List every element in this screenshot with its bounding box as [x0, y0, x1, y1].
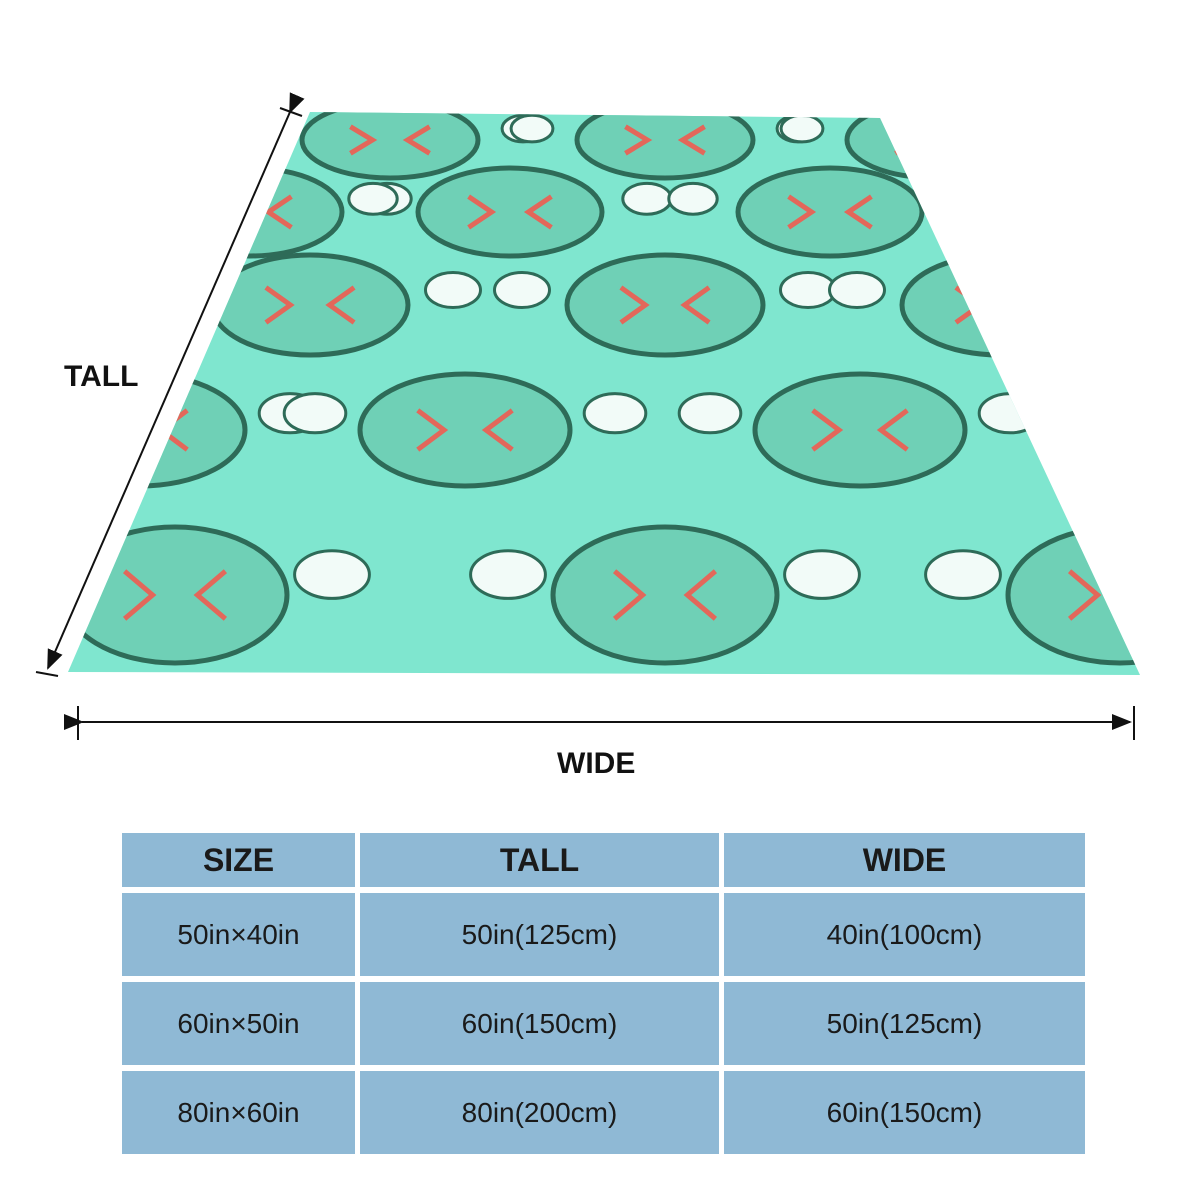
slime-eye — [1067, 569, 1102, 621]
table-cell: SIZE — [122, 833, 355, 887]
arrow-cap — [279, 107, 303, 117]
slime — [155, 165, 345, 259]
size-table: SIZE TALL WIDE 50in×40in 50in(125cm) 40in(100… — [122, 833, 1085, 1160]
slime-eye — [91, 408, 124, 452]
slime-wing — [779, 271, 837, 309]
slime-wing — [424, 271, 482, 309]
slime — [357, 371, 573, 489]
slime — [574, 112, 756, 181]
table-row: 60in×50in 60in(150cm) 50in(125cm) — [122, 982, 1085, 1065]
slime-wing — [677, 392, 743, 435]
slime-wing — [347, 181, 399, 216]
slime — [299, 112, 481, 181]
slime-eye — [677, 124, 706, 156]
slime-eye — [843, 194, 873, 230]
slime-wing — [941, 181, 993, 216]
table-row: SIZE TALL WIDE — [122, 833, 1085, 887]
slime-eye — [402, 124, 431, 156]
slime-wing — [234, 113, 280, 144]
slime — [550, 524, 780, 666]
slime-eye — [619, 285, 650, 325]
table-cell: 50in×40in — [122, 893, 355, 976]
slime-wing — [977, 392, 1043, 435]
slime-eye — [876, 408, 909, 452]
table-cell: 80in(200cm) — [360, 1071, 719, 1154]
table-cell: 40in(100cm) — [724, 893, 1085, 976]
slime-wing — [667, 181, 719, 216]
slime-wing — [0, 394, 21, 433]
slime-wing — [493, 271, 551, 309]
table-row: 80in×60in 80in(200cm) 60in(150cm) — [122, 1071, 1085, 1154]
slime-wing — [0, 551, 55, 599]
slime — [415, 165, 605, 259]
slime — [1005, 524, 1140, 666]
slime-wing — [469, 549, 547, 600]
slime-eye — [349, 124, 378, 156]
wide-label: WIDE — [557, 747, 636, 780]
slime-wing — [621, 181, 673, 216]
slime-eye — [523, 194, 553, 230]
table-cell: TALL — [360, 833, 719, 887]
table-row: 50in×40in 50in(125cm) 40in(100cm) — [122, 893, 1085, 976]
slime-eye — [467, 194, 497, 230]
table-cell: 80in×60in — [122, 1071, 355, 1154]
slime-eye — [811, 408, 844, 452]
table-cell: 50in(125cm) — [360, 893, 719, 976]
table-cell: 60in(150cm) — [724, 1071, 1085, 1154]
slime-eye — [481, 408, 514, 452]
slime — [899, 252, 1101, 358]
slime — [209, 252, 411, 358]
slime — [844, 112, 1026, 181]
tall-label: TALL — [64, 360, 139, 393]
table-cell: 60in(150cm) — [360, 982, 719, 1065]
slime-wing — [1114, 271, 1140, 309]
slime-wing — [509, 113, 555, 144]
slime-eye — [683, 569, 718, 621]
slime-eye — [787, 194, 817, 230]
slime-eye — [325, 285, 356, 325]
slime-wing — [779, 113, 825, 144]
slime-eye — [947, 124, 976, 156]
slime-wing — [924, 549, 1002, 600]
slime-wing — [282, 392, 348, 435]
arrow-cap — [35, 671, 59, 677]
slime-eye — [894, 124, 923, 156]
slime-eye — [624, 124, 653, 156]
slime-wing — [828, 271, 886, 309]
slime-wing — [582, 392, 648, 435]
slime-eye — [680, 285, 711, 325]
table-cell: 60in×50in — [122, 982, 355, 1065]
slime — [735, 165, 925, 259]
table-cell: WIDE — [724, 833, 1085, 887]
slime-wing — [293, 549, 371, 600]
slime-eye — [416, 408, 449, 452]
slime-eye — [1138, 569, 1140, 621]
slime — [752, 371, 968, 489]
slime-eye — [207, 194, 237, 230]
slime-wing — [138, 271, 196, 309]
slime-wing — [783, 549, 861, 600]
slime — [564, 252, 766, 358]
tall-arrow — [47, 92, 305, 670]
slime-eye — [1015, 285, 1046, 325]
slime — [68, 524, 290, 666]
slime-wing — [87, 181, 139, 216]
blanket-illustration — [0, 92, 1140, 740]
slime-eye — [612, 569, 647, 621]
table-cell: 50in(125cm) — [724, 982, 1085, 1065]
slime-wing — [1045, 113, 1091, 144]
